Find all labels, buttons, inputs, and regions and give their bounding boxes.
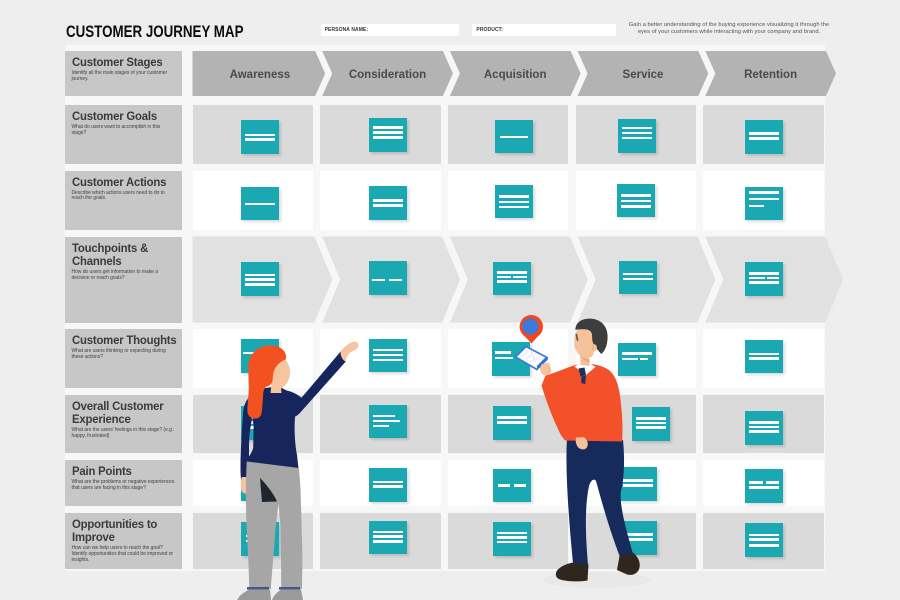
svg-text:Retention: Retention	[744, 69, 797, 81]
svg-text:Acquisition: Acquisition	[484, 69, 547, 81]
svg-text:Consideration: Consideration	[349, 69, 426, 81]
svg-text:Awareness: Awareness	[230, 69, 291, 81]
svg-text:Service: Service	[623, 69, 664, 81]
